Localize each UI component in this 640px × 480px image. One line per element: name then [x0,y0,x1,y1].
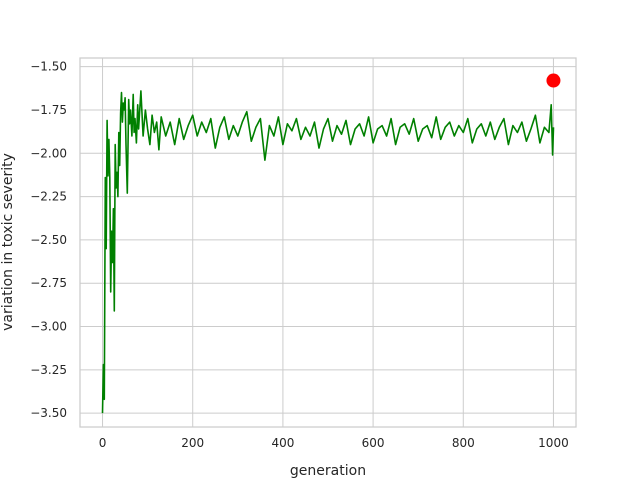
x-tick-label: 0 [99,436,107,450]
y-tick-label: −3.25 [30,363,67,377]
y-tick-label: −2.00 [30,146,67,160]
x-tick-labels: 0 200 400 600 800 1000 [99,436,569,450]
x-tick-label: 200 [181,436,204,450]
y-tick-label: −2.50 [30,233,67,247]
y-tick-labels: −3.50 −3.25 −3.00 −2.75 −2.50 −2.25 −2.00 −1.75… [30,60,67,420]
highlight-point [546,73,561,88]
y-tick-label: −2.75 [30,276,67,290]
y-tick-label: −1.50 [30,60,67,74]
plot-frame [79,57,577,428]
y-tick-label: −1.75 [30,103,67,117]
x-tick-label: 400 [271,436,294,450]
x-axis-label: generation [290,463,366,479]
y-tick-label: −2.25 [30,190,67,204]
y-tick-label: −3.50 [30,406,67,420]
x-tick-label: 800 [452,436,475,450]
grid-lines [80,58,576,427]
x-tick-label: 1000 [538,436,569,450]
x-tick-label: 600 [362,436,385,450]
y-tick-label: −3.00 [30,320,67,334]
data-layer [101,73,561,414]
y-axis-label: variation in toxic severity [0,153,16,331]
series-line [101,90,555,414]
